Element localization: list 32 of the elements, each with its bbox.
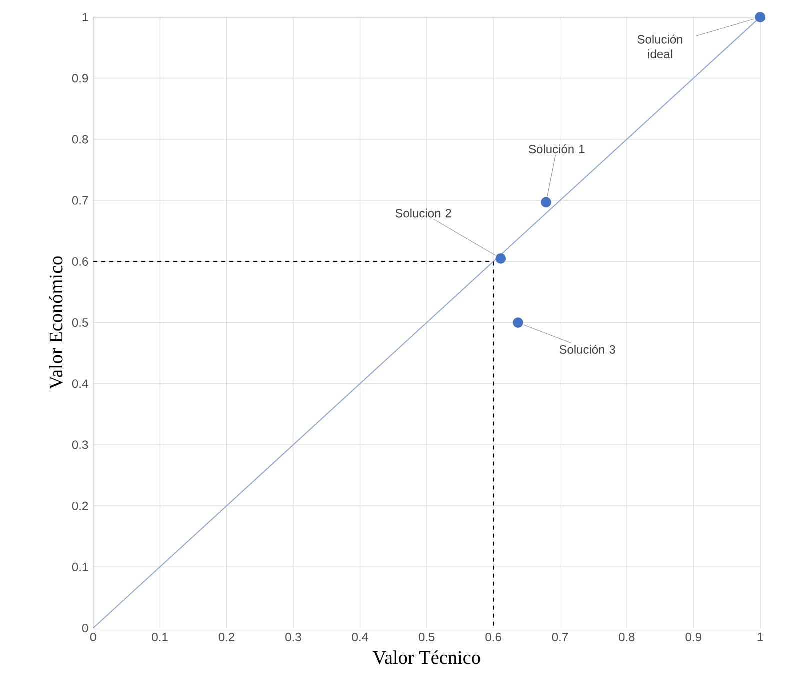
x-tick-label: 0 [90,632,96,642]
x-tick-label: 0.5 [418,632,435,642]
y-tick-label: 0.6 [72,257,88,266]
x-tick-label: 1 [758,632,764,642]
y-axis-title: Valor Económico [49,256,63,390]
x-tick-label: 0.1 [152,632,168,642]
annotation: Solución ideal [638,34,683,59]
x-tick-label: 0.8 [619,632,635,642]
y-tick-label: 0.2 [72,502,88,510]
y-tick-label: 0.4 [72,380,88,388]
x-tick-label: 0.7 [552,632,568,642]
point [513,318,524,328]
point [541,197,552,208]
y-tick-label: 0.9 [72,74,88,83]
point [496,253,506,264]
x-tick-label: 0.3 [286,632,302,642]
y-tick-label: 1 [82,13,88,22]
y-tick-label: 0.1 [72,562,88,572]
x-tick-label: 0.4 [352,632,368,642]
x-tick-label: 0.2 [218,632,234,642]
y-tick-label: 0 [82,624,88,633]
y-tick-label: 0.8 [72,135,88,144]
y-tick-label: 0.7 [72,196,88,205]
y-tick-label: 0.5 [72,318,88,328]
x-tick-label: 0.9 [686,632,702,642]
point [755,12,766,23]
annotation: Solución 1 [529,144,585,154]
x-axis-title: Valor Técnico [372,650,480,664]
annotation: Solucion 2 [396,208,452,218]
y-tick-label: 0.3 [72,440,88,450]
annotation: Solución 3 [560,345,616,354]
x-tick-label: 0.6 [486,632,502,642]
